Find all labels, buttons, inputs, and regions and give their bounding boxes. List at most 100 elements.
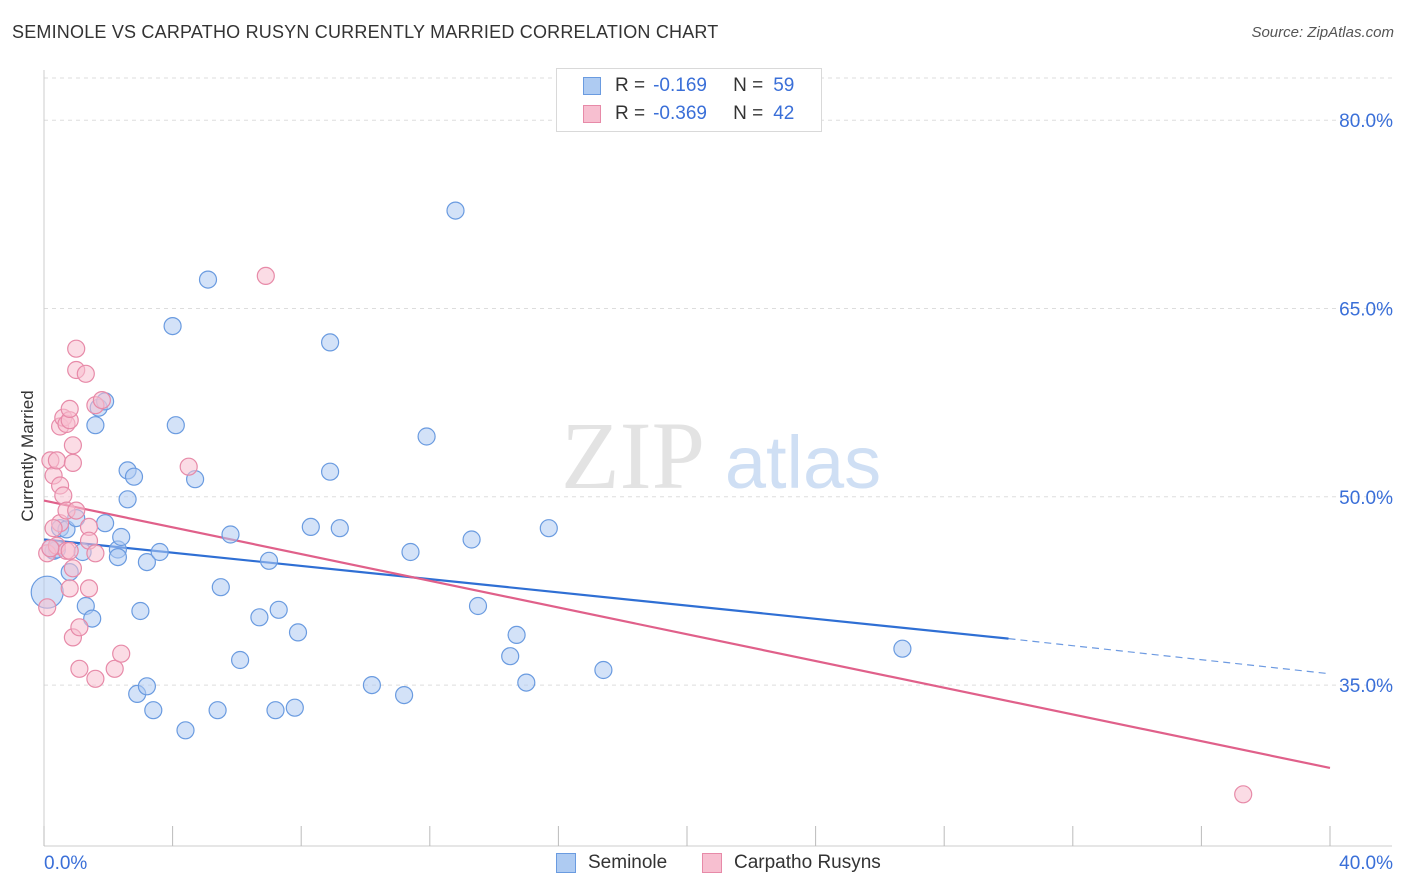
rusyn-point bbox=[54, 486, 73, 505]
seminole-point bbox=[446, 201, 465, 220]
rusyn-point bbox=[86, 669, 105, 688]
rusyn-point bbox=[79, 579, 99, 598]
seminole-point bbox=[118, 490, 137, 509]
rusyn-point bbox=[60, 399, 79, 418]
legend-n-value: 42 bbox=[773, 103, 795, 124]
seminole-point bbox=[112, 527, 131, 547]
seminole-point bbox=[208, 701, 227, 720]
rusyn-point bbox=[70, 659, 89, 678]
y-tick-label: 65.0% bbox=[1339, 300, 1393, 321]
rusyn-trend-line bbox=[43, 499, 1331, 770]
legend-r-value: -0.169 bbox=[653, 75, 707, 96]
correlation-legend: R = -0.169 N = 59 R = -0.369 N = 42 bbox=[556, 68, 822, 132]
seminole-point bbox=[288, 623, 308, 642]
rusyn-point bbox=[38, 598, 57, 617]
rusyn-point bbox=[63, 436, 83, 455]
seminole-point bbox=[124, 467, 144, 486]
rusyn-point bbox=[105, 659, 124, 678]
trend-lines bbox=[43, 499, 1331, 770]
seminole-point bbox=[893, 639, 912, 658]
seminole-point bbox=[330, 519, 349, 538]
rusyn-point bbox=[256, 266, 275, 285]
seminole-point bbox=[86, 416, 105, 435]
seminole-point bbox=[163, 317, 182, 336]
seminole-point bbox=[131, 601, 150, 621]
seminole-point bbox=[144, 701, 163, 720]
legend-label-seminole: Seminole bbox=[588, 852, 668, 873]
rusyn-point bbox=[63, 453, 83, 472]
rusyn-point bbox=[67, 339, 86, 358]
legend-r-value: -0.369 bbox=[653, 103, 707, 124]
seminole-point bbox=[266, 701, 285, 720]
legend-swatch-rusyn bbox=[702, 853, 722, 873]
seminole-point bbox=[108, 547, 128, 567]
y-tick-label: 80.0% bbox=[1339, 111, 1393, 132]
seminole-point bbox=[137, 677, 156, 696]
rusyn-point bbox=[1234, 785, 1253, 804]
tick-labels: 35.0% 50.0% 65.0% 80.0% 0.0% 40.0% bbox=[44, 111, 1393, 874]
seminole-point bbox=[221, 525, 240, 544]
seminole-point bbox=[362, 675, 381, 695]
seminole-point bbox=[594, 660, 613, 680]
rusyn-point bbox=[76, 364, 95, 383]
watermark-atlas: atlas bbox=[725, 421, 881, 504]
seminole-trend-extension bbox=[1008, 638, 1331, 675]
seminole-point bbox=[166, 416, 185, 435]
legend-r-label: R = bbox=[615, 103, 646, 124]
rusyn-point bbox=[63, 559, 83, 578]
grid bbox=[44, 77, 1392, 686]
series-legend: Seminole Carpatho Rusyns bbox=[0, 852, 1406, 876]
legend-swatch-seminole bbox=[583, 77, 601, 95]
legend-item-seminole: Seminole bbox=[556, 852, 667, 874]
seminole-point bbox=[259, 551, 279, 570]
rusyn-point bbox=[179, 457, 198, 476]
legend-n-value: 59 bbox=[773, 75, 795, 96]
y-tick-label: 35.0% bbox=[1339, 676, 1393, 697]
rusyn-point bbox=[41, 539, 60, 558]
legend-n-label: N = bbox=[733, 103, 764, 124]
seminole-point bbox=[269, 600, 288, 619]
seminole-point bbox=[401, 542, 420, 562]
watermark-zip: ZIP bbox=[561, 402, 705, 509]
rusyn-point bbox=[92, 391, 112, 410]
seminole-point bbox=[137, 552, 156, 572]
seminole-point bbox=[468, 596, 488, 616]
legend-item-rusyn: Carpatho Rusyns bbox=[702, 852, 881, 874]
seminole-point bbox=[285, 698, 304, 717]
x-tick-label: 40.0% bbox=[1339, 853, 1393, 874]
seminole-point bbox=[150, 542, 169, 562]
source-label: Source: ZipAtlas.com bbox=[1251, 24, 1394, 41]
seminole-point bbox=[83, 609, 102, 628]
legend-row-seminole: R = -0.169 N = 59 bbox=[583, 74, 794, 98]
legend-n-label: N = bbox=[733, 75, 764, 96]
seminole-point bbox=[501, 647, 520, 666]
legend-r-label: R = bbox=[615, 75, 646, 96]
watermark: ZIP atlas bbox=[561, 402, 881, 509]
seminole-point bbox=[517, 673, 536, 692]
rusyn-point bbox=[44, 519, 63, 538]
seminole-point bbox=[198, 270, 218, 289]
data-points bbox=[30, 201, 1253, 804]
seminole-point bbox=[462, 530, 481, 549]
chart-title: SEMINOLE VS CARPATHO RUSYN CURRENTLY MAR… bbox=[12, 22, 719, 42]
rusyn-point bbox=[67, 501, 86, 520]
seminole-point bbox=[301, 517, 320, 537]
rusyn-point bbox=[70, 618, 89, 637]
rusyn-point bbox=[112, 644, 131, 663]
seminole-trend-line bbox=[43, 538, 1009, 640]
seminole-point bbox=[231, 650, 250, 670]
rusyn-point bbox=[60, 579, 79, 598]
legend-swatch-rusyn bbox=[583, 105, 601, 123]
seminole-point bbox=[176, 721, 195, 740]
seminole-point bbox=[417, 427, 436, 446]
rusyn-point bbox=[60, 541, 79, 560]
seminole-point bbox=[211, 578, 230, 597]
seminole-point bbox=[507, 625, 526, 645]
seminole-point bbox=[321, 462, 340, 481]
rusyn-point bbox=[47, 451, 67, 470]
seminole-point bbox=[250, 608, 269, 627]
legend-label-rusyn: Carpatho Rusyns bbox=[734, 852, 881, 873]
rusyn-point bbox=[86, 544, 105, 563]
legend-swatch-seminole bbox=[556, 853, 576, 873]
